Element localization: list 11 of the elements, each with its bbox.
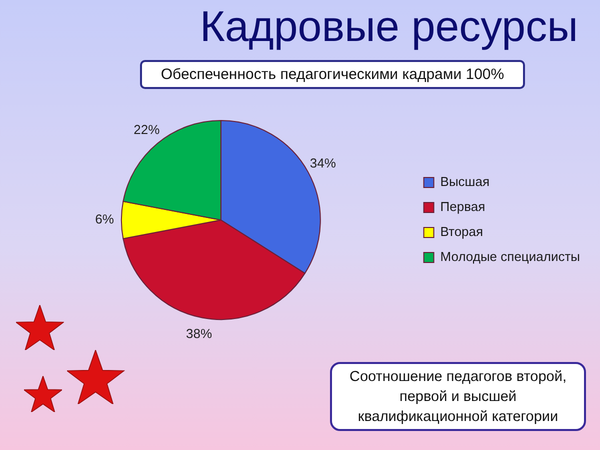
data-label: 6% (95, 212, 114, 227)
legend-label: Высшая (440, 174, 490, 190)
data-label: 38% (186, 326, 213, 341)
legend-label: Вторая (440, 224, 484, 240)
legend-label: Молодые специалисты (440, 249, 580, 264)
data-label: 34% (310, 155, 336, 170)
chart-title: Кадровые ресурсы (200, 2, 578, 52)
text: Соотношение педагогов второй, первой и высшей квалификационной категории (348, 368, 568, 426)
legend-label: Первая (440, 199, 486, 214)
chart-subtitle: Обеспеченность педагогическими кадрами 100% (140, 60, 525, 89)
data-label: 22% (134, 122, 160, 137)
